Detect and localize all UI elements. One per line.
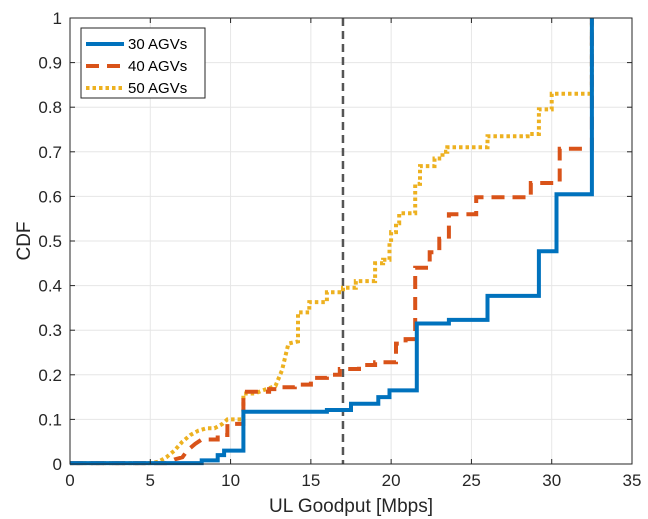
x-tick-labels: 0 5 10 15 20 25 30 35: [65, 471, 641, 490]
y-tick-label: 0.5: [38, 232, 62, 251]
y-tick-labels: 0 0.1 0.2 0.3 0.4 0.5 0.6 0.7 0.8 0.9 1: [38, 9, 62, 474]
y-tick-label: 0.8: [38, 98, 62, 117]
legend: 30 AGVs 40 AGVs 50 AGVs: [80, 27, 206, 99]
legend-label: 50 AGVs: [128, 80, 187, 97]
x-tick-label: 30: [542, 471, 561, 490]
series-group: [70, 18, 594, 466]
x-tick-label: 5: [146, 471, 155, 490]
legend-label: 30 AGVs: [128, 36, 187, 53]
y-axis-label: CDF: [14, 221, 35, 260]
y-tick-label: 0.9: [38, 54, 62, 73]
y-tick-label: 0.7: [38, 143, 62, 162]
x-axis-label: UL Goodput [Mbps]: [269, 496, 433, 517]
x-tick-label: 35: [623, 471, 642, 490]
x-tick-label: 10: [221, 471, 240, 490]
x-tick-label: 25: [462, 471, 481, 490]
y-tick-label: 0.1: [38, 410, 62, 429]
legend-label: 40 AGVs: [128, 58, 187, 75]
y-tick-label: 0.2: [38, 366, 62, 385]
series-line-40-agvs: [70, 18, 594, 466]
y-tick-label: 0: [53, 455, 62, 474]
x-tick-label: 20: [382, 471, 401, 490]
x-tick-label: 0: [65, 471, 74, 490]
y-tick-label: 0.3: [38, 321, 62, 340]
y-tick-label: 0.6: [38, 187, 62, 206]
y-tick-label: 0.4: [38, 277, 62, 296]
y-tick-label: 1: [53, 9, 62, 28]
series-line-50-agvs: [70, 18, 594, 466]
axis-ticks: [69, 17, 633, 465]
series-line-30-agvs: [70, 18, 594, 466]
x-tick-label: 15: [301, 471, 320, 490]
